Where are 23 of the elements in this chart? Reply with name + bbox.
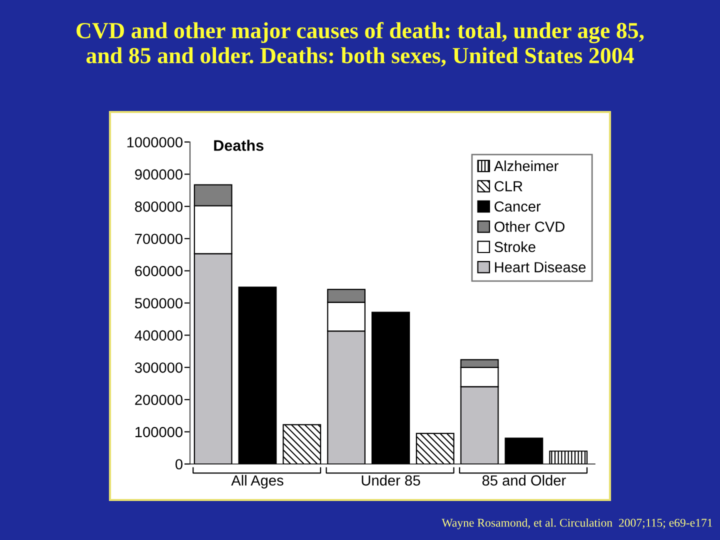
legend-label: Alzheimer xyxy=(494,160,558,172)
x-tick-label: 85 and Older xyxy=(482,474,566,486)
x-tick-label: All Ages xyxy=(231,474,284,489)
y-tick-label: 600000 xyxy=(135,266,182,276)
y-tick-label: 800000 xyxy=(135,202,182,212)
legend-label: Heart Disease xyxy=(495,262,586,272)
y-axis-title: Deaths xyxy=(214,140,264,151)
legend-label: Cancer xyxy=(494,201,541,212)
y-tick-label: 0 xyxy=(176,459,182,470)
text: Wayne Rosamond, et al. Circulation 2007;115; e69-e171 xyxy=(442,518,712,530)
legend-label: CLR xyxy=(494,181,522,192)
y-tick-label: 400000 xyxy=(134,330,182,341)
x-tick-label: Under 85 xyxy=(362,474,420,486)
y-tick-label: 1000000 xyxy=(127,137,182,148)
y-tick-label: 700000 xyxy=(135,234,182,244)
chart-title: CVD and other major causes of death: total, under age 85, and 85 and older. Deaths: both sexes, United States 2004 xyxy=(76,22,644,67)
y-tick-label: 900000 xyxy=(135,169,182,180)
legend-label: Stroke xyxy=(494,241,536,252)
y-tick-label: 500000 xyxy=(134,298,182,308)
y-tick-label: 300000 xyxy=(134,362,182,373)
y-tick-label: 200000 xyxy=(135,394,182,406)
legend-label: Other CVD xyxy=(494,221,564,232)
y-tick-label: 100000 xyxy=(136,426,182,438)
